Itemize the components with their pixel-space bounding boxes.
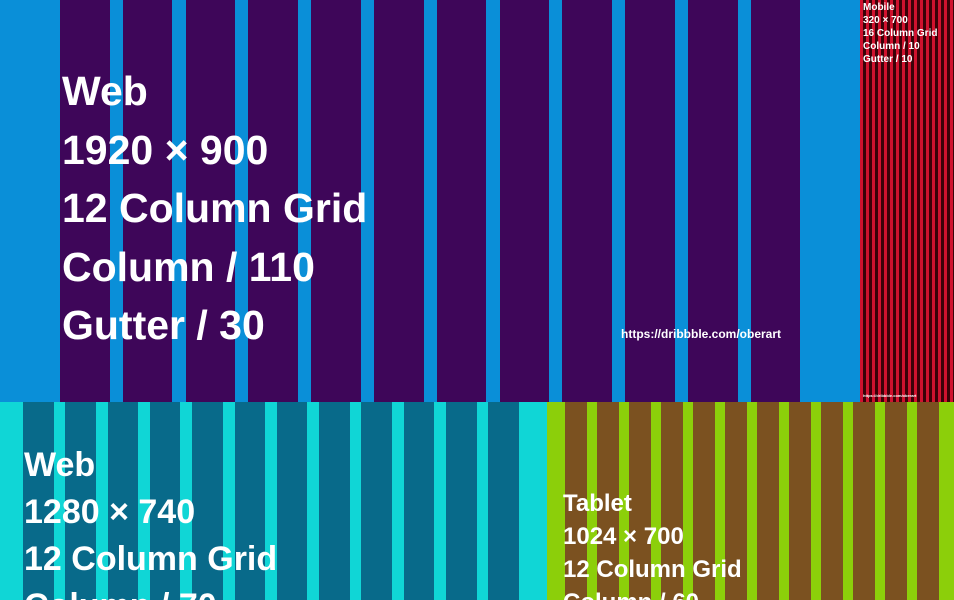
grid-column [488,402,519,600]
grid-spec-text: Web 1920 × 900 12 Column Grid Column / 1… [62,62,367,355]
grid-column [23,402,54,600]
mobile-grid-panel: Mobile 320 × 700 16 Column Grid Column /… [860,0,954,402]
grid-column [65,402,96,600]
grid-column [276,402,308,600]
web-1920-grid-panel: Web 1920 × 900 12 Column Grid Column / 1… [0,0,860,402]
grid-column [565,402,587,600]
grid-column [122,0,173,402]
spec-line: Column / 70 [24,583,277,600]
grid-column [821,402,843,600]
grid-column [625,0,675,402]
spec-line: 1024 × 700 [563,523,684,550]
spec-line: 320 × 700 [863,15,908,26]
dribbble-url: https://dribbble.com/oberart [621,327,782,341]
spec-line: Tablet [563,490,632,517]
grid-column [248,0,298,402]
spec-line: 12 Column Grid [24,540,278,578]
grid-column [436,0,487,402]
grid-column [499,0,550,402]
grid-column [693,402,715,600]
grid-column [374,0,424,402]
grid-column [192,402,223,600]
spec-line: 12 Column Grid [563,556,742,583]
spec-line: Column / 60 [563,586,742,600]
grid-column [885,402,907,600]
spec-line: 16 Column Grid [863,28,938,39]
grid-column [562,0,612,402]
spec-line: 12 Column Grid [62,185,368,231]
grid-column [446,402,477,600]
spec-line: 1920 × 900 [62,126,269,173]
grid-column [311,0,361,402]
grid-spec-text: Mobile 320 × 700 16 Column Grid Column /… [863,1,937,66]
grid-column [149,402,181,600]
grid-column [853,402,875,600]
grid-column [629,402,651,600]
spec-line: Column / 10 [863,41,920,52]
spec-line: Mobile [863,2,895,13]
spec-line: Web [62,68,148,114]
spec-line: Gutter / 30 [62,302,265,348]
grid-column [917,402,939,600]
grid-column [725,402,747,600]
dribbble-url: https://dribbble.com/oberart [863,393,917,398]
grid-spec-text: Web 1280 × 740 12 Column Grid Column / 7… [24,442,277,600]
spec-line: Gutter / 10 [863,54,913,65]
grid-column [661,402,683,600]
grid-column [234,402,265,600]
grid-column [60,0,110,402]
grid-column [403,402,435,600]
tablet-grid-panel: Tablet 1024 × 700 12 Column Grid Column … [547,402,954,600]
spec-line: Web [24,446,96,484]
grid-column [597,402,619,600]
grid-column [319,402,350,600]
grid-column [789,402,811,600]
grid-column [750,0,801,402]
spec-line: 1280 × 740 [24,493,196,531]
web-1280-grid-panel: Web 1280 × 740 12 Column Grid Column / 7… [0,402,547,600]
grid-column [185,0,236,402]
grid-column [757,402,779,600]
grid-column [107,402,139,600]
spec-line: Column / 110 [62,243,315,290]
grid-spec-text: Tablet 1024 × 700 12 Column Grid Column … [563,487,742,600]
grid-column [361,402,392,600]
grid-column [688,0,738,402]
